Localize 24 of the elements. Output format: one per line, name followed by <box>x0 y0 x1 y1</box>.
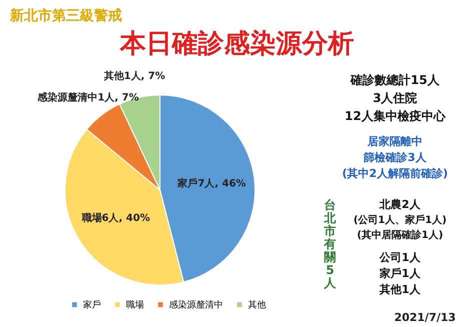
data-label: 家戶7人, 46% <box>176 177 246 190</box>
data-label: 其他1人, 7% <box>102 70 166 82</box>
legend-label: 其他 <box>248 300 266 311</box>
text: 3人住院 <box>372 91 418 105</box>
text: 台北市有關5人 <box>323 198 337 290</box>
text: 北農2人 <box>378 198 422 211</box>
text: 公司1人 <box>378 251 422 264</box>
legend-label: 家戶 <box>83 300 101 311</box>
data-label: 職場6人, 40% <box>80 212 150 224</box>
text: (其中居隔確診1人) <box>356 229 444 241</box>
text: 12人集中檢疫中心 <box>344 109 446 123</box>
text: 其他1人 <box>378 283 422 296</box>
chart-subtitle: 新北市第三級警戒 <box>9 7 122 24</box>
text: 篩檢確診3人 <box>362 151 428 164</box>
text: 家戶1人 <box>378 267 422 280</box>
legend-label: 職場 <box>126 300 144 311</box>
text: (其中2人解隔前確診) <box>342 167 448 180</box>
text: 居家隔離中 <box>366 135 422 148</box>
text: 確診數總計15人 <box>350 73 440 87</box>
text: 2021/7/13 <box>394 311 456 324</box>
text: (公司1人、家戶1人) <box>353 214 447 226</box>
legend-label: 感染源釐清中 <box>169 300 223 311</box>
chart-title: 本日確診感染源分析 <box>119 29 354 59</box>
data-label: 感染源釐清中1人, 7% <box>36 92 139 104</box>
